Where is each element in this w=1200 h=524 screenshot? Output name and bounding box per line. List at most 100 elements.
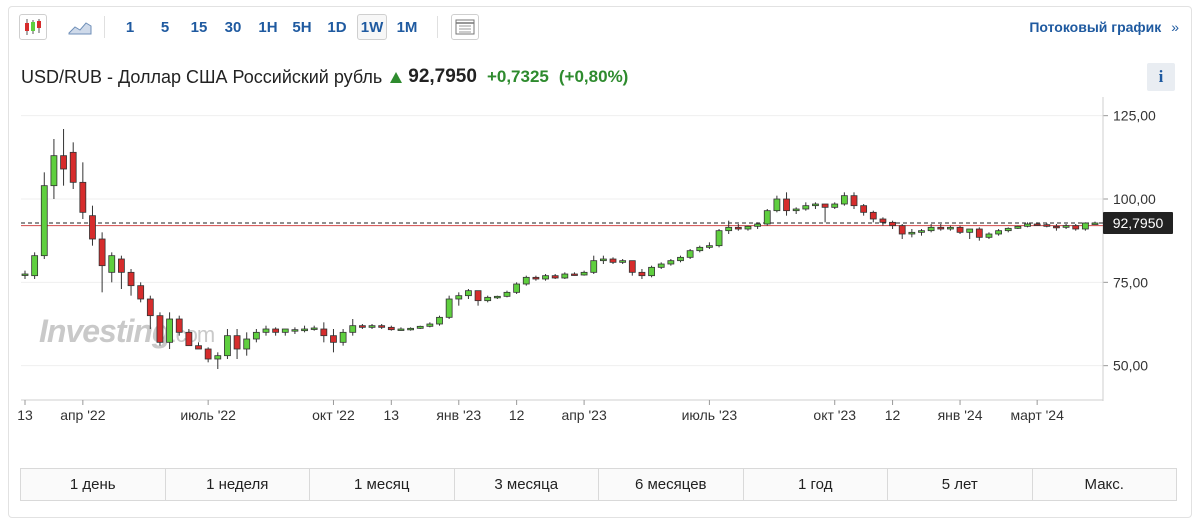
candle-body xyxy=(802,205,810,210)
arrow-up-icon xyxy=(390,71,403,83)
candle-body xyxy=(195,345,202,350)
candle-body xyxy=(291,329,299,332)
candle-body xyxy=(445,298,453,318)
candle-body xyxy=(580,271,588,276)
candle-body xyxy=(725,226,733,232)
candle-body xyxy=(224,335,231,357)
interval-1h[interactable]: 1H xyxy=(254,14,282,40)
candle-body xyxy=(214,355,222,360)
last-price: 92,7950 xyxy=(408,66,477,87)
candle-body xyxy=(493,295,501,299)
x-tick-label: апр '23 xyxy=(561,407,607,423)
candle-body xyxy=(465,290,472,297)
candle-body xyxy=(1091,222,1099,225)
candle-body xyxy=(146,298,154,317)
candle-body xyxy=(474,290,482,302)
candle-body xyxy=(734,226,742,230)
candle-body xyxy=(137,285,145,300)
interval-15[interactable]: 15 xyxy=(185,14,213,40)
candle-body xyxy=(542,275,549,280)
x-tick-label: июль '22 xyxy=(180,407,236,423)
candle-body xyxy=(330,335,337,343)
candle-body xyxy=(628,260,636,273)
candle-body xyxy=(79,181,87,213)
interval-5h[interactable]: 5H xyxy=(288,14,316,40)
period-3-months[interactable]: 3 месяца xyxy=(455,469,599,500)
candle-body xyxy=(744,225,752,230)
candle-body xyxy=(1024,223,1031,227)
candle-body xyxy=(349,325,357,333)
candle-body xyxy=(118,258,125,273)
interval-1[interactable]: 1 xyxy=(119,14,141,40)
candle-body xyxy=(609,258,617,263)
price-chart[interactable]: 125,00 100,00 75,00 50,00 13 апр '22 июль '22 о… xyxy=(9,7,1193,467)
candle-body xyxy=(840,195,848,205)
period-1-month[interactable]: 1 месяц xyxy=(310,469,455,500)
x-tick-label: 12 xyxy=(509,407,525,423)
candle-body xyxy=(918,230,925,233)
candle-body xyxy=(98,238,106,267)
candle-body xyxy=(715,230,723,247)
period-6-months[interactable]: 6 месяцев xyxy=(599,469,744,500)
candle-body xyxy=(272,328,280,333)
candle-body xyxy=(368,325,376,328)
candle-body xyxy=(850,195,858,207)
interval-1d[interactable]: 1D xyxy=(323,14,351,40)
indicators-button[interactable] xyxy=(451,14,479,40)
candle-body xyxy=(436,316,443,325)
candle-body xyxy=(252,331,260,340)
candle-body xyxy=(175,318,183,333)
candle-body xyxy=(301,328,308,332)
candle-body xyxy=(455,295,463,300)
x-tick-label: июль '23 xyxy=(682,407,738,423)
candle-body xyxy=(310,327,318,330)
candle-body xyxy=(1033,223,1041,226)
news-table-icon xyxy=(455,19,475,35)
interval-1m[interactable]: 1M xyxy=(392,14,422,40)
period-1-day[interactable]: 1 день xyxy=(21,469,166,500)
y-tick-label: 100,00 xyxy=(1113,191,1156,207)
candle-body xyxy=(667,260,675,265)
period-5-years[interactable]: 5 лет xyxy=(888,469,1033,500)
interval-1w[interactable]: 1W xyxy=(357,14,387,40)
candle-body xyxy=(1014,225,1022,229)
candle-body xyxy=(60,155,67,170)
candle-body xyxy=(243,338,251,350)
price-change-percent: (+0,80%) xyxy=(558,67,629,86)
x-tick-label: 13 xyxy=(384,407,400,423)
candle-body xyxy=(89,215,96,240)
period-1-year[interactable]: 1 год xyxy=(744,469,888,500)
candle-body xyxy=(522,276,530,285)
candle-body xyxy=(677,256,684,262)
candle-body xyxy=(696,246,704,252)
interval-30[interactable]: 30 xyxy=(219,14,247,40)
candle-body xyxy=(69,151,77,183)
x-tick-label: окт '22 xyxy=(312,407,355,423)
area-chart-icon xyxy=(68,22,92,35)
y-tick-label: 125,00 xyxy=(1113,108,1156,124)
candle-body xyxy=(783,198,790,212)
candle-body xyxy=(879,218,887,223)
chart-widget: 1 5 15 30 1H 5H 1D 1W 1M Потоковый графи… xyxy=(8,6,1192,518)
candle-body xyxy=(1062,225,1070,228)
watermark-brand: Investing xyxy=(39,313,171,349)
interval-5[interactable]: 5 xyxy=(154,14,176,40)
streaming-chart-label: Потоковый график xyxy=(1029,19,1162,35)
period-max[interactable]: Макс. xyxy=(1084,476,1124,493)
period-selector: 1 день 1 неделя 1 месяц 3 месяца 6 месяц… xyxy=(20,468,1177,501)
candle-body xyxy=(947,226,954,230)
candlestick-chart-button[interactable] xyxy=(19,14,47,40)
candle-body xyxy=(1053,225,1060,229)
period-1-week[interactable]: 1 неделя xyxy=(166,469,310,500)
candle-body xyxy=(416,325,424,329)
info-button[interactable]: i xyxy=(1147,63,1175,91)
area-chart-button[interactable] xyxy=(65,14,95,40)
candle-body xyxy=(590,260,598,273)
candle-body xyxy=(763,210,771,225)
chevron-right-icon: » xyxy=(1171,19,1179,35)
candle-body xyxy=(108,255,116,273)
streaming-chart-link[interactable]: Потоковый график » xyxy=(1029,19,1179,35)
candle-body xyxy=(551,275,559,279)
candle-body xyxy=(975,228,983,238)
x-tick-label: март '24 xyxy=(1010,407,1064,423)
